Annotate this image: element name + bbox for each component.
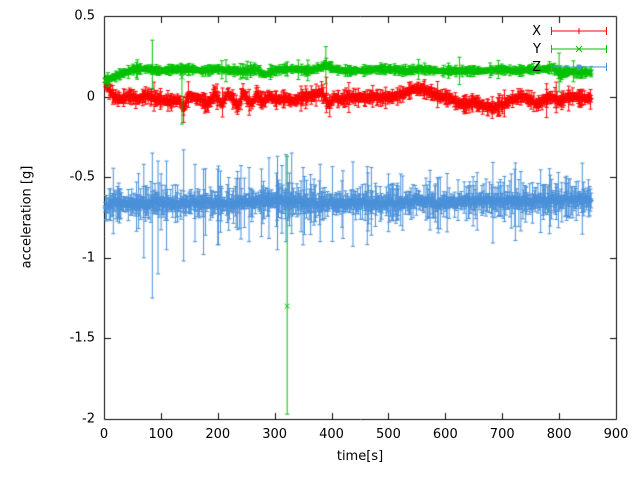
errorbar-sample-icon bbox=[551, 45, 607, 53]
x-tick-label: 600 bbox=[432, 427, 458, 442]
legend-label-y: Y bbox=[533, 41, 541, 57]
x-tick-label: 400 bbox=[319, 427, 344, 442]
x-tick-label: 0 bbox=[99, 427, 109, 442]
y-axis-label: acceleration [g] bbox=[19, 165, 35, 269]
y-tick-label: -2 bbox=[82, 411, 95, 427]
x-tick-label: 500 bbox=[376, 427, 401, 442]
x-tick-label: 200 bbox=[205, 427, 231, 442]
x-tick-label: 300 bbox=[262, 427, 288, 442]
legend-entry-y: Y bbox=[532, 40, 608, 58]
y-tick-label: -1 bbox=[82, 250, 95, 266]
legend-label-x: X bbox=[532, 23, 541, 39]
y-tick-label: -1.5 bbox=[69, 330, 95, 346]
y-tick-label: 0 bbox=[86, 89, 95, 105]
legend: X Y Z bbox=[532, 22, 608, 76]
errorbar-sample-icon bbox=[551, 63, 607, 71]
x-tick-label: 700 bbox=[489, 427, 515, 442]
x-tick-label: 100 bbox=[148, 427, 174, 442]
x-tick-label: 900 bbox=[603, 427, 629, 442]
errorbar-sample-icon bbox=[551, 27, 607, 35]
legend-entry-z: Z bbox=[532, 58, 608, 76]
x-tick-label: 800 bbox=[546, 427, 572, 442]
legend-entry-x: X bbox=[532, 22, 608, 40]
x-axis-label: time[s] bbox=[336, 449, 384, 464]
y-tick-label: -0.5 bbox=[69, 169, 95, 185]
legend-label-z: Z bbox=[532, 59, 541, 75]
y-tick-label: 0.5 bbox=[74, 8, 95, 24]
